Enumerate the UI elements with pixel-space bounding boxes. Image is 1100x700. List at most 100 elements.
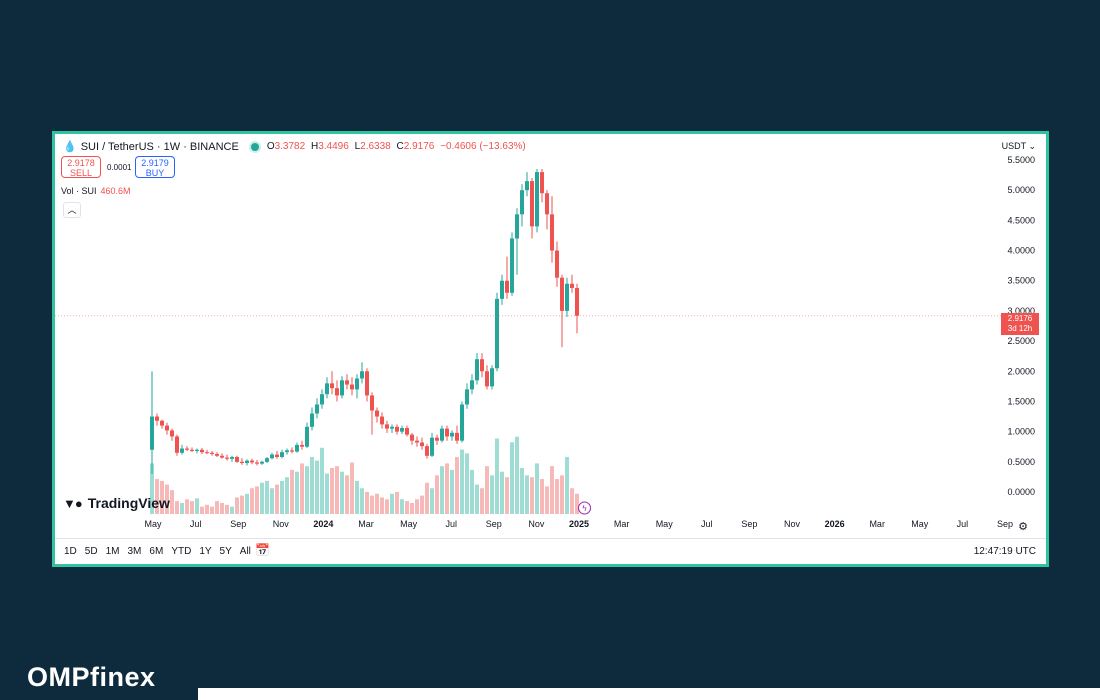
volume-bar <box>275 484 279 514</box>
candle-body <box>445 428 449 437</box>
candle-body <box>375 410 379 417</box>
volume-bar <box>525 475 529 514</box>
timeframe-5y[interactable]: 5Y <box>219 546 232 557</box>
calendar-range-icon[interactable]: 📅 <box>255 543 270 557</box>
volume-bar <box>470 469 474 514</box>
candle-body <box>370 395 374 411</box>
time-axis-label: Sep <box>997 519 1013 529</box>
volume-bar <box>220 502 224 514</box>
candle-body <box>235 456 239 462</box>
last-price-tag: 2.9176 3d 12h <box>1001 313 1039 335</box>
volume-bar <box>350 462 354 514</box>
volume-bar <box>555 479 559 514</box>
candle-body <box>210 452 214 454</box>
volume-bar <box>335 466 339 514</box>
candle-body <box>350 384 354 390</box>
volume-bar <box>255 486 259 514</box>
time-axis-label: Mar <box>358 519 374 529</box>
collapse-legend-button[interactable]: ︿ <box>63 202 81 218</box>
candle-body <box>355 378 359 390</box>
volume-bar <box>510 442 514 514</box>
candle-body <box>500 280 504 299</box>
volume-bar <box>395 491 399 514</box>
timeframe-5d[interactable]: 5D <box>84 546 98 557</box>
time-axis-label: May <box>144 519 162 529</box>
volume-bar <box>250 488 254 514</box>
ohlc-readout: O3.3782 H3.4496 L2.6338 C2.9176 −0.4606 … <box>266 141 526 152</box>
candle-body <box>320 394 324 405</box>
price-axis-label: 4.0000 <box>1007 246 1035 256</box>
time-axis-label: May <box>656 519 674 529</box>
timeframe-all[interactable]: All <box>239 546 251 557</box>
candle-body <box>420 442 424 447</box>
volume-bar <box>550 466 554 514</box>
timeframe-6m[interactable]: 6M <box>149 546 164 557</box>
symbol-label[interactable]: SUI / TetherUS · 1W · BINANCE <box>80 140 239 153</box>
volume-bar <box>155 479 159 514</box>
candle-body <box>190 449 194 451</box>
volume-bar <box>360 488 364 514</box>
volume-bar <box>380 497 384 514</box>
bar-countdown: 3d 12h <box>1007 324 1033 333</box>
timeframe-1d[interactable]: 1D <box>64 546 77 557</box>
volume-name: Vol · SUI <box>61 186 97 196</box>
volume-bar <box>435 475 439 514</box>
volume-bar <box>565 456 569 514</box>
volume-bar <box>450 469 454 514</box>
sell-price: 2.9178 <box>67 158 95 168</box>
price-axis-label: 5.0000 <box>1007 185 1035 195</box>
volume-bar <box>260 482 264 514</box>
candle-body <box>525 181 529 191</box>
time-axis-label: May <box>400 519 418 529</box>
utc-clock[interactable]: 12:47:19 UTC <box>973 546 1036 557</box>
volume-bar <box>325 473 329 514</box>
candle-body <box>540 172 544 194</box>
volume-bar <box>455 456 459 514</box>
timeframe-1y[interactable]: 1Y <box>199 546 212 557</box>
time-axis-label: 2025 <box>569 519 589 529</box>
timeframe-1m[interactable]: 1M <box>105 546 120 557</box>
volume-bar <box>415 499 419 514</box>
volume-bar <box>205 504 209 514</box>
time-axis-label: 2024 <box>313 519 333 529</box>
timeframe-3m[interactable]: 3M <box>127 546 142 557</box>
price-chart[interactable]: 5.5000 5.0000 4.5000 4.0000 3.5000 3.0000 2.50… <box>55 134 1046 538</box>
candle-body <box>450 432 454 437</box>
volume-bar <box>410 502 414 514</box>
candle-body <box>155 416 159 421</box>
lightning-icon <box>578 501 591 515</box>
gear-icon[interactable]: ⚙ <box>1018 521 1028 533</box>
volume-bar <box>175 501 179 514</box>
timeframe-ytd[interactable]: YTD <box>171 546 192 557</box>
volume-bar <box>475 484 479 514</box>
price-axis-label: 2.5000 <box>1007 336 1035 346</box>
chart-header: 💧 SUI / TetherUS · 1W · BINANCE O3.3782 … <box>63 140 529 154</box>
candle-body <box>465 389 469 405</box>
candle-body <box>510 238 514 293</box>
volume-bar <box>500 471 504 514</box>
volume-bar <box>505 477 509 514</box>
spread-value: 0.0001 <box>107 163 132 172</box>
tradingview-logo[interactable]: ▼● TradingView <box>63 495 170 511</box>
candle-body <box>395 426 399 432</box>
candle-body <box>365 371 369 396</box>
time-axis-label: Sep <box>486 519 502 529</box>
candle-body <box>475 359 479 381</box>
volume-value: 460.6M <box>100 186 131 196</box>
candle-body <box>150 416 154 450</box>
currency-selector[interactable]: USDT ⌄ <box>1001 141 1036 151</box>
candle-body <box>305 426 309 447</box>
candle-body <box>555 250 559 278</box>
buy-button[interactable]: 2.9179 BUY <box>135 156 175 178</box>
sell-button[interactable]: 2.9178 SELL <box>61 156 101 178</box>
volume-bar <box>495 438 499 514</box>
volume-bar <box>345 475 349 514</box>
bottom-toolbar: 1D 5D 1M 3M 6M YTD 1Y 5Y All 📅 12:47:19 UTC <box>55 538 1046 564</box>
volume-bar <box>390 493 394 514</box>
candle-body <box>315 404 319 414</box>
volume-bar <box>530 477 534 514</box>
volume-legend[interactable]: Vol · SUI 460.6M <box>61 186 131 196</box>
candle-body <box>335 388 339 396</box>
candle-body <box>310 413 314 427</box>
volume-bar <box>185 499 189 514</box>
